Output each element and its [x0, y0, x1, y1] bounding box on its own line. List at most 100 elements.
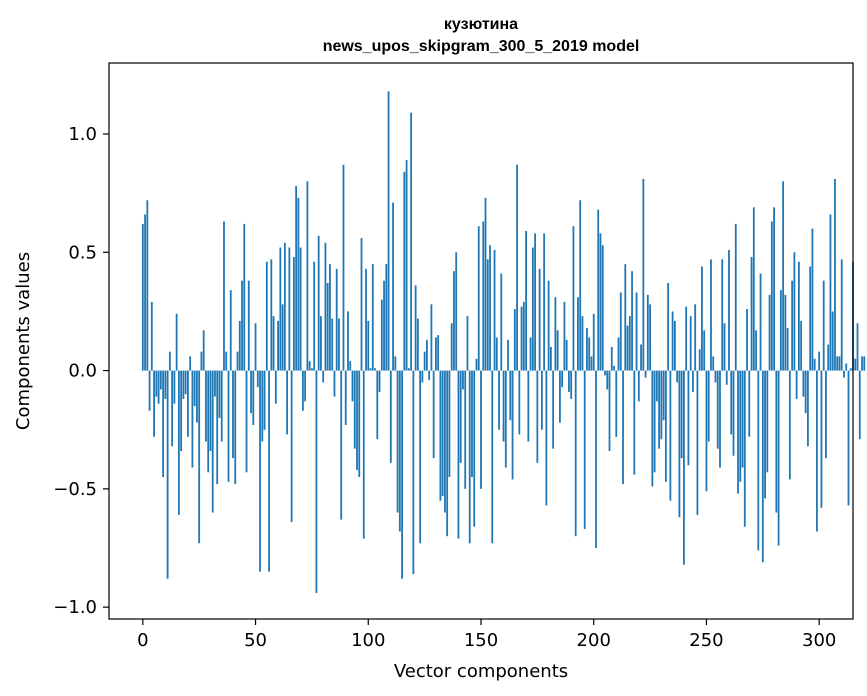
bar-68: [295, 186, 298, 371]
bar-174: [534, 233, 537, 371]
chart-title: кузютина: [444, 16, 518, 33]
bar-153: [486, 259, 489, 371]
bar-7: [157, 370, 160, 404]
bar-28: [205, 370, 207, 442]
bar-189: [568, 370, 570, 392]
bar-53: [261, 370, 264, 442]
bar-131: [437, 335, 440, 371]
bar-196: [583, 370, 586, 530]
bar-181: [549, 346, 552, 371]
bar-74: [308, 361, 311, 371]
bar-17: [180, 370, 183, 452]
bar-200: [592, 313, 595, 371]
bar-266: [741, 370, 744, 468]
bar-178: [543, 233, 546, 371]
bar-205: [604, 370, 606, 376]
bar-195: [581, 316, 584, 371]
bar-218: [633, 370, 636, 475]
bar-61: [279, 247, 282, 371]
bar-250: [705, 370, 708, 492]
bar-156: [493, 249, 496, 371]
bar-183: [554, 297, 557, 371]
bar-150: [480, 370, 482, 489]
bar-243: [689, 316, 692, 371]
bar-168: [520, 306, 523, 371]
bar-18: [182, 370, 185, 399]
bar-141: [459, 370, 462, 463]
bar-230: [660, 370, 663, 440]
bar-87: [338, 318, 340, 371]
bar-109: [387, 91, 390, 371]
bar-119: [410, 112, 413, 371]
bar-182: [552, 370, 555, 449]
bar-194: [579, 200, 582, 371]
bar-125: [423, 351, 426, 371]
bar-89: [342, 164, 345, 371]
bar-148: [475, 358, 478, 371]
bar-305: [829, 214, 832, 371]
bar-221: [640, 344, 642, 371]
bar-279: [770, 221, 773, 371]
bar-138: [453, 271, 455, 371]
bar-307: [834, 178, 836, 371]
bar-253: [712, 356, 715, 371]
bar-206: [606, 370, 609, 390]
bar-38: [227, 370, 230, 482]
bar-173: [531, 247, 534, 371]
y-tick-label: −0.5: [53, 479, 97, 500]
bar-293: [802, 370, 805, 397]
bar-81: [324, 242, 327, 371]
bar-98: [362, 370, 365, 539]
bar-116: [403, 171, 406, 371]
bar-134: [444, 370, 446, 513]
bar-44: [241, 280, 243, 371]
bar-294: [804, 370, 807, 414]
bar-110: [389, 370, 392, 463]
y-axis-ticks: −1.0 −0.5 0.0 0.5 1.0: [53, 124, 109, 618]
bar-248: [701, 266, 703, 371]
bar-199: [590, 356, 593, 371]
bar-132: [439, 370, 442, 501]
bar-171: [527, 370, 530, 442]
bar-21: [189, 356, 192, 371]
bar-320: [863, 356, 866, 371]
x-tick-label: 250: [689, 630, 723, 651]
bar-27: [202, 330, 205, 371]
bar-169: [522, 301, 525, 371]
bar-79: [320, 316, 322, 371]
bar-188: [565, 339, 568, 371]
bar-204: [601, 245, 604, 371]
bar-264: [737, 370, 739, 494]
bar-143: [464, 370, 467, 489]
bar-197: [586, 327, 588, 371]
bar-77: [315, 370, 318, 593]
x-tick-label: 300: [802, 630, 836, 651]
bar-93: [351, 370, 354, 402]
bar-129: [432, 370, 435, 459]
bar-256: [719, 370, 721, 468]
bar-212: [619, 292, 622, 371]
bar-262: [732, 370, 735, 456]
y-tick-label: 0.5: [68, 242, 97, 263]
bar-280: [773, 207, 775, 371]
bar-23: [193, 370, 196, 407]
bar-232: [664, 370, 667, 482]
bar-166: [516, 164, 518, 371]
bar-22: [191, 370, 194, 468]
bar-290: [795, 370, 798, 399]
bar-92: [349, 361, 352, 371]
bar-191: [572, 226, 575, 371]
bar-112: [394, 356, 397, 371]
bar-245: [694, 304, 697, 371]
bar-257: [721, 259, 724, 371]
bar-24: [196, 370, 198, 423]
bar-177: [540, 370, 543, 430]
x-tick-label: 150: [464, 630, 498, 651]
bar-237: [676, 370, 679, 383]
bar-36: [223, 221, 225, 371]
bar-186: [561, 370, 564, 388]
bar-278: [768, 294, 771, 371]
bar-50: [254, 323, 257, 371]
bar-5: [153, 370, 155, 437]
bar-48: [250, 370, 252, 414]
